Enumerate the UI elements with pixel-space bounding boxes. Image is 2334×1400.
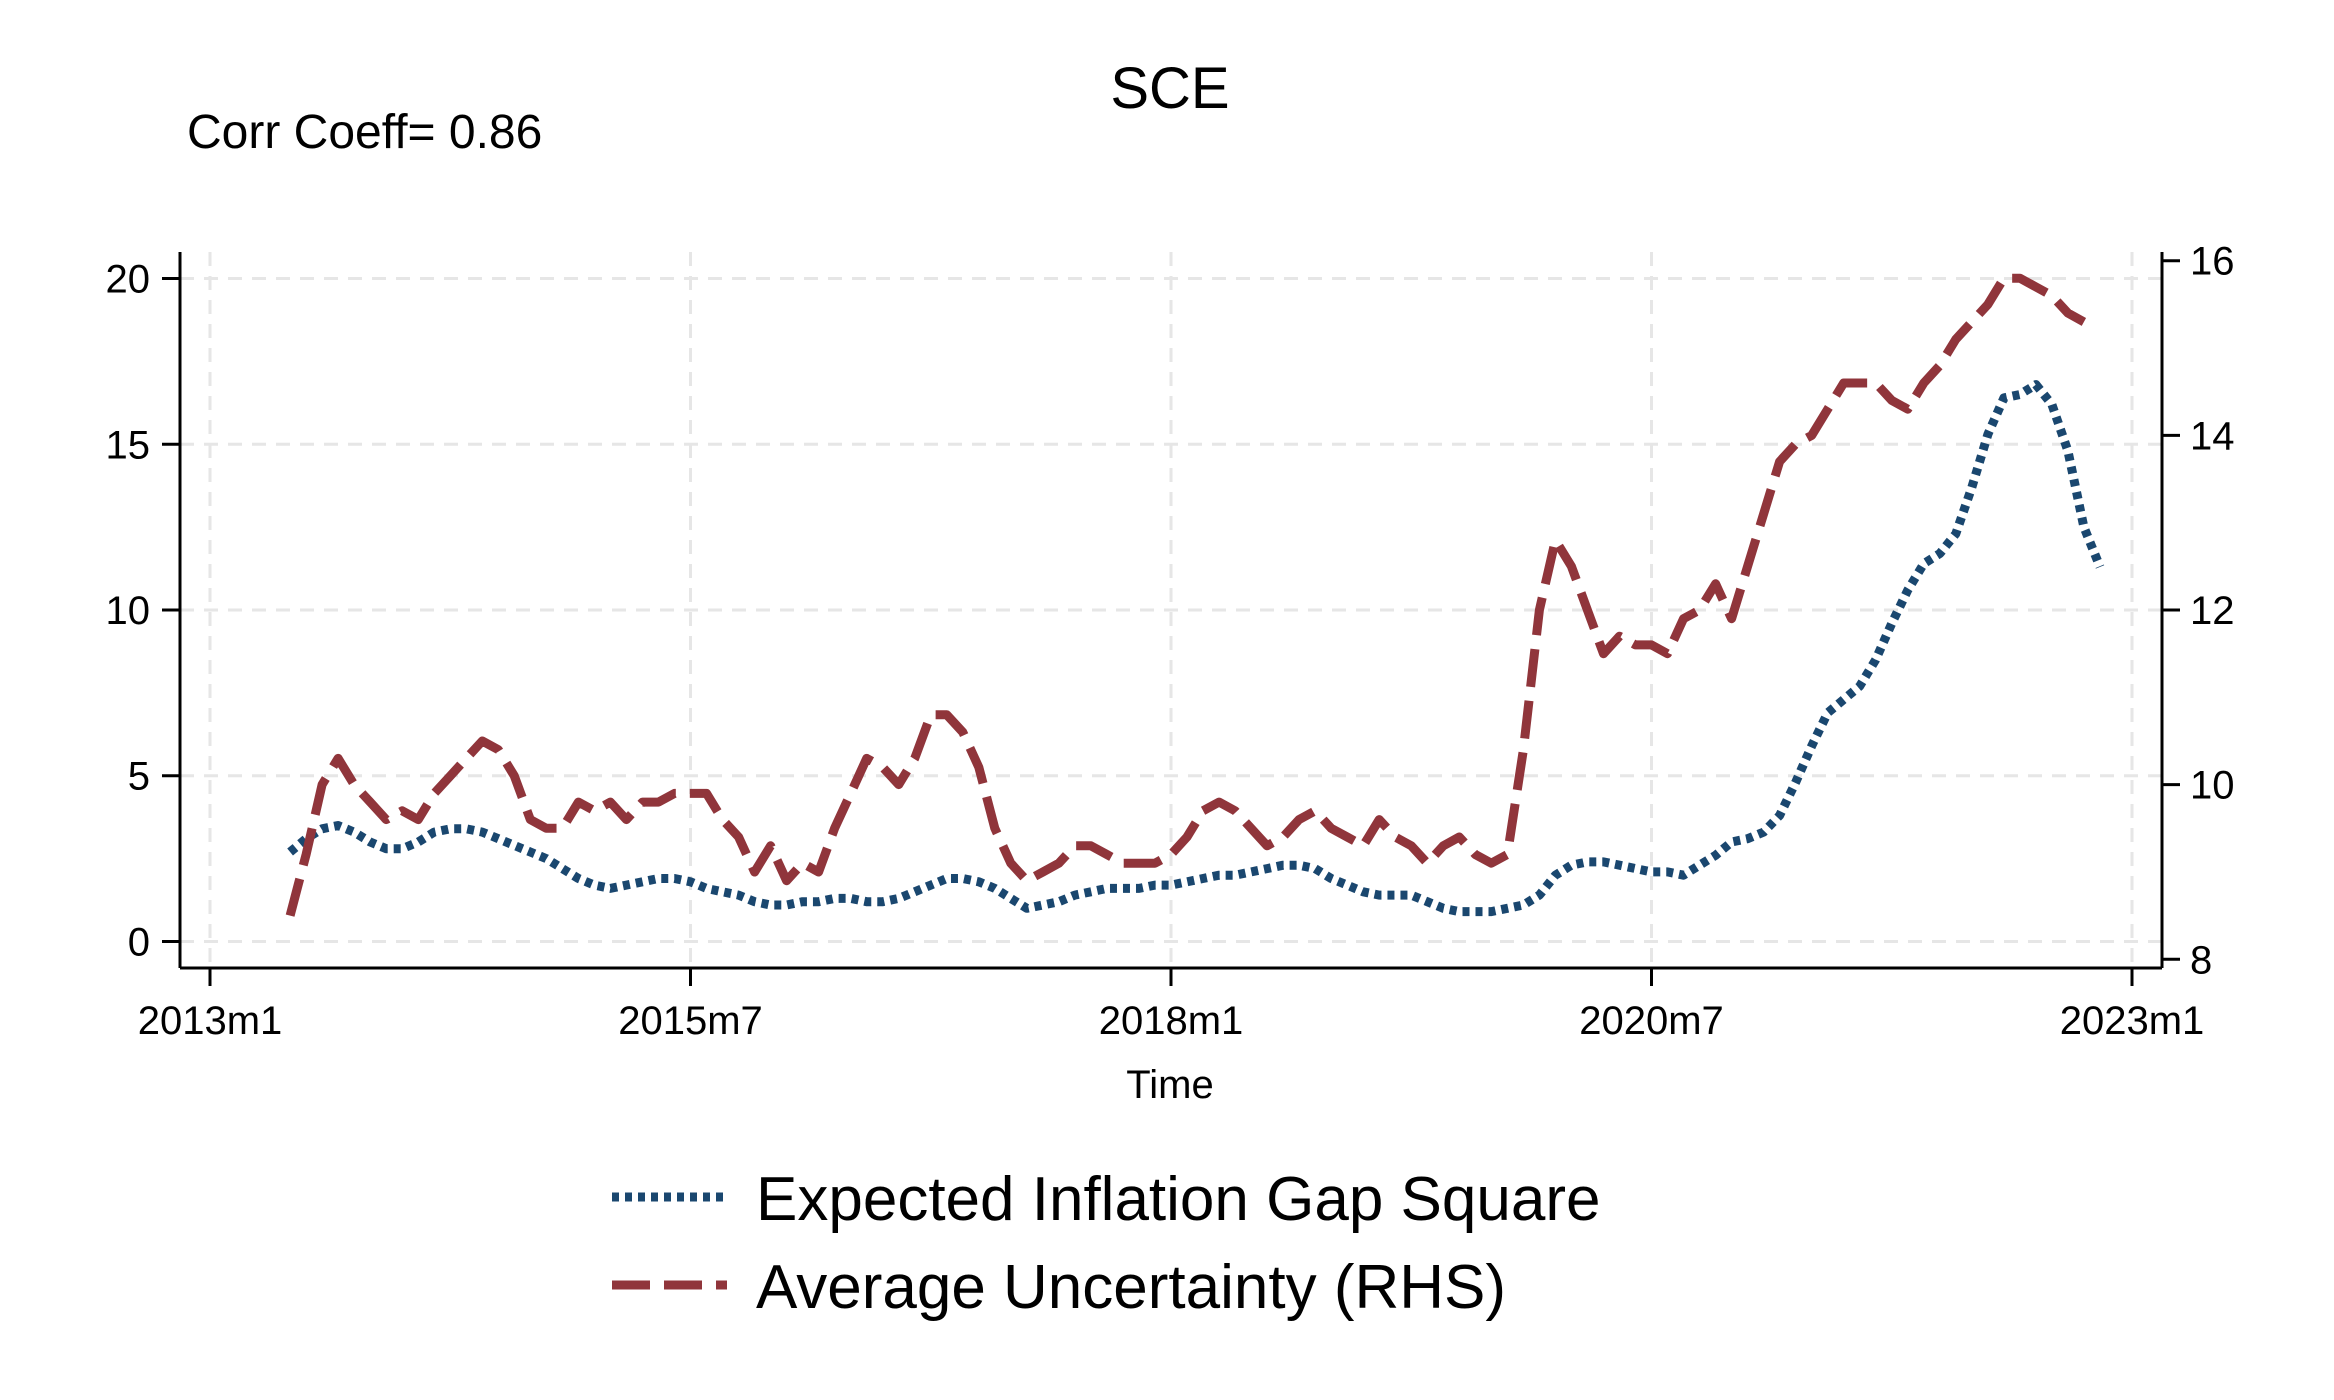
right-y-tick-label-16: 16: [2190, 240, 2235, 284]
left-y-tick-label-0: 0: [128, 920, 150, 964]
left-y-tick-label-15: 15: [106, 423, 151, 467]
right-y-tick-label-14: 14: [2190, 414, 2235, 458]
left-y-tick-label-10: 10: [106, 589, 151, 633]
left-y-tick-label-20: 20: [106, 258, 151, 302]
legend-label-expected-inflation: Expected Inflation Gap Square: [756, 1165, 1600, 1234]
x-tick-label-2013m1: 2013m1: [138, 999, 283, 1043]
x-tick-label-2018m1: 2018m1: [1099, 999, 1244, 1043]
right-y-tick-label-10: 10: [2190, 764, 2235, 808]
tick-labels: 0 5 10 15 20 8 10 12 14 16 2013m1 2015m7 2018m1 2020m…: [106, 240, 2235, 1043]
corr-coeff-annotation: Corr Coeff= 0.86: [187, 106, 542, 159]
right-y-tick-label-12: 12: [2190, 589, 2235, 633]
x-tick-label-2023m1: 2023m1: [2060, 999, 2205, 1043]
chart-title: SCE: [1110, 56, 1229, 121]
x-axis-title: Time: [1126, 1063, 1213, 1107]
series-lines: [285, 273, 2105, 917]
series-line-average-uncertainty-rhs: [285, 273, 2087, 917]
x-tick-label-2020m7: 2020m7: [1579, 999, 1724, 1043]
tick-marks: [162, 259, 2180, 986]
x-tick-label-2015m7: 2015m7: [618, 999, 763, 1043]
grid: [180, 252, 2162, 968]
series-line-expected-inflation-gap-square: [287, 380, 2105, 917]
legend: Expected Inflation Gap Square Average Un…: [612, 1165, 1600, 1322]
left-y-tick-label-5: 5: [128, 755, 150, 799]
legend-label-average-uncertainty: Average Uncertainty (RHS): [756, 1253, 1506, 1322]
right-y-tick-label-8: 8: [2190, 938, 2212, 982]
